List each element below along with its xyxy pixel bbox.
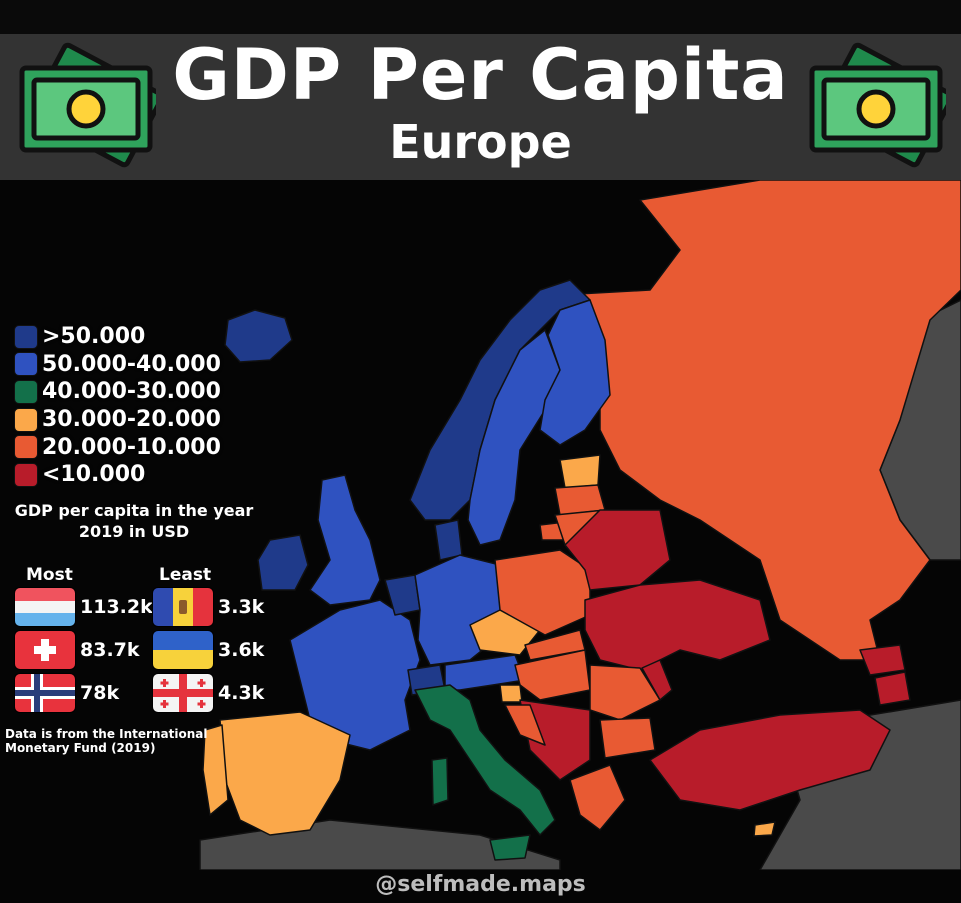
page-title: GDP Per Capita	[172, 34, 789, 116]
region-croatia	[504, 704, 546, 746]
region-cyprus	[753, 821, 776, 837]
region-russia	[559, 180, 961, 661]
europe-map	[0, 180, 961, 870]
legend-swatch	[14, 435, 38, 460]
money-bill-icon	[809, 42, 946, 168]
credit-handle: @selfmade.maps	[375, 872, 586, 897]
least-heading: Least	[159, 565, 212, 585]
legend-label: >50.000	[42, 324, 146, 350]
page-subtitle: Europe	[389, 115, 572, 169]
legend-swatch	[14, 379, 38, 404]
region-denmark	[434, 519, 463, 561]
legend-swatch	[14, 407, 38, 432]
rank-least-3: 4.3k	[152, 673, 264, 713]
rank-value: 4.3k	[218, 682, 265, 704]
legend-label: 30.000-20.000	[42, 407, 221, 433]
legend-swatch	[14, 352, 38, 377]
region-slovenia	[499, 684, 523, 703]
rank-value: 78k	[80, 682, 120, 704]
ukraine-flag	[152, 630, 214, 670]
region-italy	[414, 684, 556, 836]
luxembourg-flag	[14, 587, 76, 627]
legend-item: 20.000-10.000	[14, 433, 221, 461]
region-georgia	[859, 644, 906, 676]
most-heading: Most	[26, 565, 73, 585]
money-bill-icon	[19, 42, 156, 168]
rank-value: 113.2k	[80, 596, 153, 618]
region-turkey	[649, 709, 891, 811]
legend-label: 40.000-30.000	[42, 379, 221, 405]
region-ireland	[257, 534, 309, 591]
rank-most-3: 78k	[14, 673, 119, 713]
switzerland-flag	[14, 630, 76, 670]
legend-item: >50.000	[14, 323, 221, 351]
region-ukraine	[584, 579, 771, 671]
region-estonia	[559, 454, 601, 489]
region-belarus	[564, 509, 671, 591]
legend-swatch	[14, 324, 38, 349]
data-source-note: Data is from the International Monetary …	[5, 727, 208, 755]
region-spain	[219, 711, 351, 836]
legend-item: <10.000	[14, 461, 221, 489]
rank-value: 3.3k	[218, 596, 265, 618]
top-strip	[0, 0, 961, 34]
region-uk	[309, 474, 381, 606]
rank-least-2: 3.6k	[152, 630, 264, 670]
rank-least-1: 3.3k	[152, 587, 264, 627]
header-band	[0, 34, 961, 180]
region-france	[289, 599, 421, 751]
legend-label: 50.000-40.000	[42, 351, 221, 377]
legend-item: 50.000-40.000	[14, 351, 221, 379]
region-greece	[569, 764, 626, 831]
legend-swatch	[14, 462, 38, 487]
legend-note: GDP per capita in the year 2019 in USD	[14, 501, 254, 541]
rank-most-1: 113.2k	[14, 587, 153, 627]
region-western-balkans	[519, 699, 591, 781]
georgia-flag	[152, 673, 214, 713]
rank-value: 83.7k	[80, 639, 140, 661]
bottom-strip	[0, 870, 961, 903]
region-azerbaijan	[874, 671, 911, 706]
region-iceland	[224, 309, 293, 363]
rank-most-2: 83.7k	[14, 630, 140, 670]
region-finland	[539, 299, 611, 446]
legend-item: 30.000-20.000	[14, 406, 221, 434]
moldova-flag	[152, 587, 214, 627]
legend-label: <10.000	[42, 462, 146, 488]
legend: >50.000 50.000-40.000 40.000-30.000 30.0…	[14, 323, 221, 489]
rank-value: 3.6k	[218, 639, 265, 661]
region-portugal	[202, 724, 229, 816]
region-moldova	[641, 659, 673, 701]
norway-flag	[14, 673, 76, 713]
region-romania	[589, 664, 661, 721]
region-hungary	[514, 649, 591, 701]
legend-item: 40.000-30.000	[14, 378, 221, 406]
region-sicily	[489, 834, 531, 861]
region-sardinia	[431, 757, 449, 806]
legend-label: 20.000-10.000	[42, 434, 221, 460]
region-bulgaria	[599, 717, 656, 759]
